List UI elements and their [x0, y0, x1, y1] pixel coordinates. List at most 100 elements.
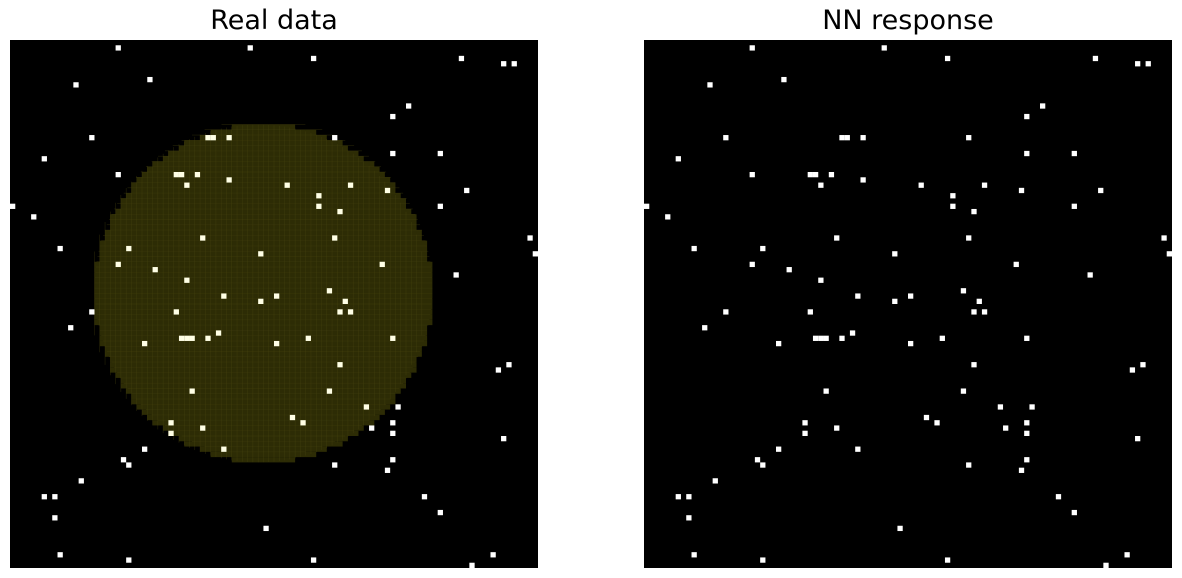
- nn-response-point-0: [749, 45, 755, 51]
- nn-response-point-35: [966, 235, 972, 241]
- real-data-point-2: [310, 55, 317, 62]
- real-data-point-86: [390, 457, 396, 463]
- nn-response-point-57: [823, 335, 829, 341]
- nn-response-point-28: [1098, 187, 1104, 194]
- real-data-point-72: [289, 414, 296, 421]
- real-data-point-97: [310, 557, 317, 563]
- real-data-point-70: [395, 404, 401, 410]
- nn-response-point-74: [802, 420, 808, 426]
- real-data-point-52: [89, 309, 95, 315]
- real-data-point-27: [316, 193, 322, 199]
- nn-response-point-72: [923, 414, 930, 421]
- nn-response-point-69: [960, 388, 967, 394]
- real-data-point-18: [194, 172, 201, 178]
- real-data-point-53: [337, 309, 343, 315]
- real-data-point-33: [31, 214, 37, 220]
- real-data-point-42: [115, 261, 121, 268]
- nn-response-point-6: [781, 76, 787, 83]
- nn-response-point-94: [897, 525, 903, 532]
- real-data-point-17: [41, 156, 47, 162]
- real-data-point-39: [258, 251, 264, 257]
- nn-response-point-43: [786, 267, 792, 273]
- nn-response-point-38: [760, 245, 766, 252]
- real-data-point-55: [215, 330, 222, 336]
- nn-response-point-10: [839, 135, 845, 141]
- nn-response-point-66: [971, 362, 977, 368]
- nn-response-point-60: [812, 335, 819, 341]
- real-data-point-30: [316, 203, 322, 209]
- nn-response-point-59: [939, 335, 945, 341]
- real-data-point-57: [189, 335, 195, 341]
- nn-response-point-4: [1135, 61, 1141, 67]
- real-data-point-12: [226, 135, 232, 141]
- real-data-point-45: [184, 277, 190, 283]
- nn-response-point-46: [960, 288, 967, 294]
- nn-response-point-7: [707, 82, 713, 88]
- nn-response-title: NN response: [822, 5, 994, 36]
- nn-response-point-68: [823, 388, 829, 394]
- real-data-point-83: [120, 457, 127, 463]
- real-data-point-67: [495, 367, 502, 373]
- nn-response-point-98: [1124, 552, 1130, 558]
- nn-response-point-75: [834, 425, 840, 431]
- real-data-point-74: [168, 420, 174, 426]
- real-data-point-24: [347, 182, 354, 188]
- real-data-point-16: [390, 150, 396, 157]
- nn-response-point-8: [1040, 103, 1046, 109]
- real-data-point-87: [384, 467, 391, 473]
- nn-response-point-11: [844, 135, 850, 141]
- real-data-point-84: [126, 462, 132, 468]
- nn-response-point-52: [723, 309, 729, 315]
- real-data-point-44: [453, 272, 459, 278]
- real-data-point-19: [173, 172, 179, 178]
- real-data-point-60: [178, 335, 185, 341]
- real-data-point-88: [78, 478, 84, 484]
- nn-response-point-23: [918, 182, 924, 188]
- nn-response-point-88: [712, 478, 718, 484]
- nn-response-point-58: [839, 335, 845, 341]
- nn-response-point-64: [1024, 335, 1030, 341]
- nn-response-point-95: [691, 552, 697, 558]
- real-data-point-77: [390, 420, 396, 426]
- real-data-point-21: [178, 172, 185, 178]
- nn-response-point-97: [944, 557, 951, 563]
- real-data-point-5: [511, 61, 517, 67]
- real-data-point-38: [126, 245, 132, 252]
- nn-response-point-16: [1024, 150, 1030, 157]
- real-data-point-10: [205, 135, 211, 141]
- nn-response-point-61: [818, 335, 824, 341]
- nn-response-point-9: [1024, 113, 1030, 120]
- nn-response-point-12: [860, 135, 866, 141]
- nn-response-point-93: [1071, 509, 1077, 516]
- nn-response-point-19: [807, 172, 813, 178]
- nn-response-point-33: [665, 214, 671, 220]
- nn-response-point-18: [828, 172, 835, 178]
- nn-response-point-22: [860, 177, 866, 183]
- real-data-point-28: [464, 187, 470, 194]
- real-data-point-78: [168, 430, 174, 436]
- nn-response-point-73: [934, 420, 940, 426]
- nn-response-point-90: [686, 494, 692, 500]
- nn-response-plot: [644, 40, 1172, 568]
- real-data-point-51: [173, 309, 179, 315]
- nn-response-point-96: [760, 557, 766, 563]
- real-data-point-34: [200, 235, 206, 241]
- real-data-point-41: [379, 261, 385, 268]
- nn-response-point-54: [981, 309, 988, 315]
- real-data-point-4: [501, 61, 507, 67]
- real-data-point-43: [152, 267, 158, 273]
- nn-response-point-80: [1135, 436, 1141, 442]
- nn-response-point-83: [754, 457, 761, 463]
- nn-response-point-67: [1129, 367, 1136, 373]
- nn-response-point-81: [776, 446, 782, 452]
- real-data-point-36: [527, 235, 533, 241]
- real-data-point-50: [342, 298, 348, 304]
- nn-response-point-92: [686, 515, 692, 521]
- real-data-point-32: [10, 203, 16, 209]
- real-data-point-80: [501, 436, 507, 442]
- real-data-point-93: [437, 509, 443, 516]
- nn-response-point-26: [1018, 187, 1025, 194]
- real-data-point-8: [406, 103, 412, 109]
- nn-response-point-2: [944, 55, 951, 62]
- nn-response-point-32: [644, 203, 650, 209]
